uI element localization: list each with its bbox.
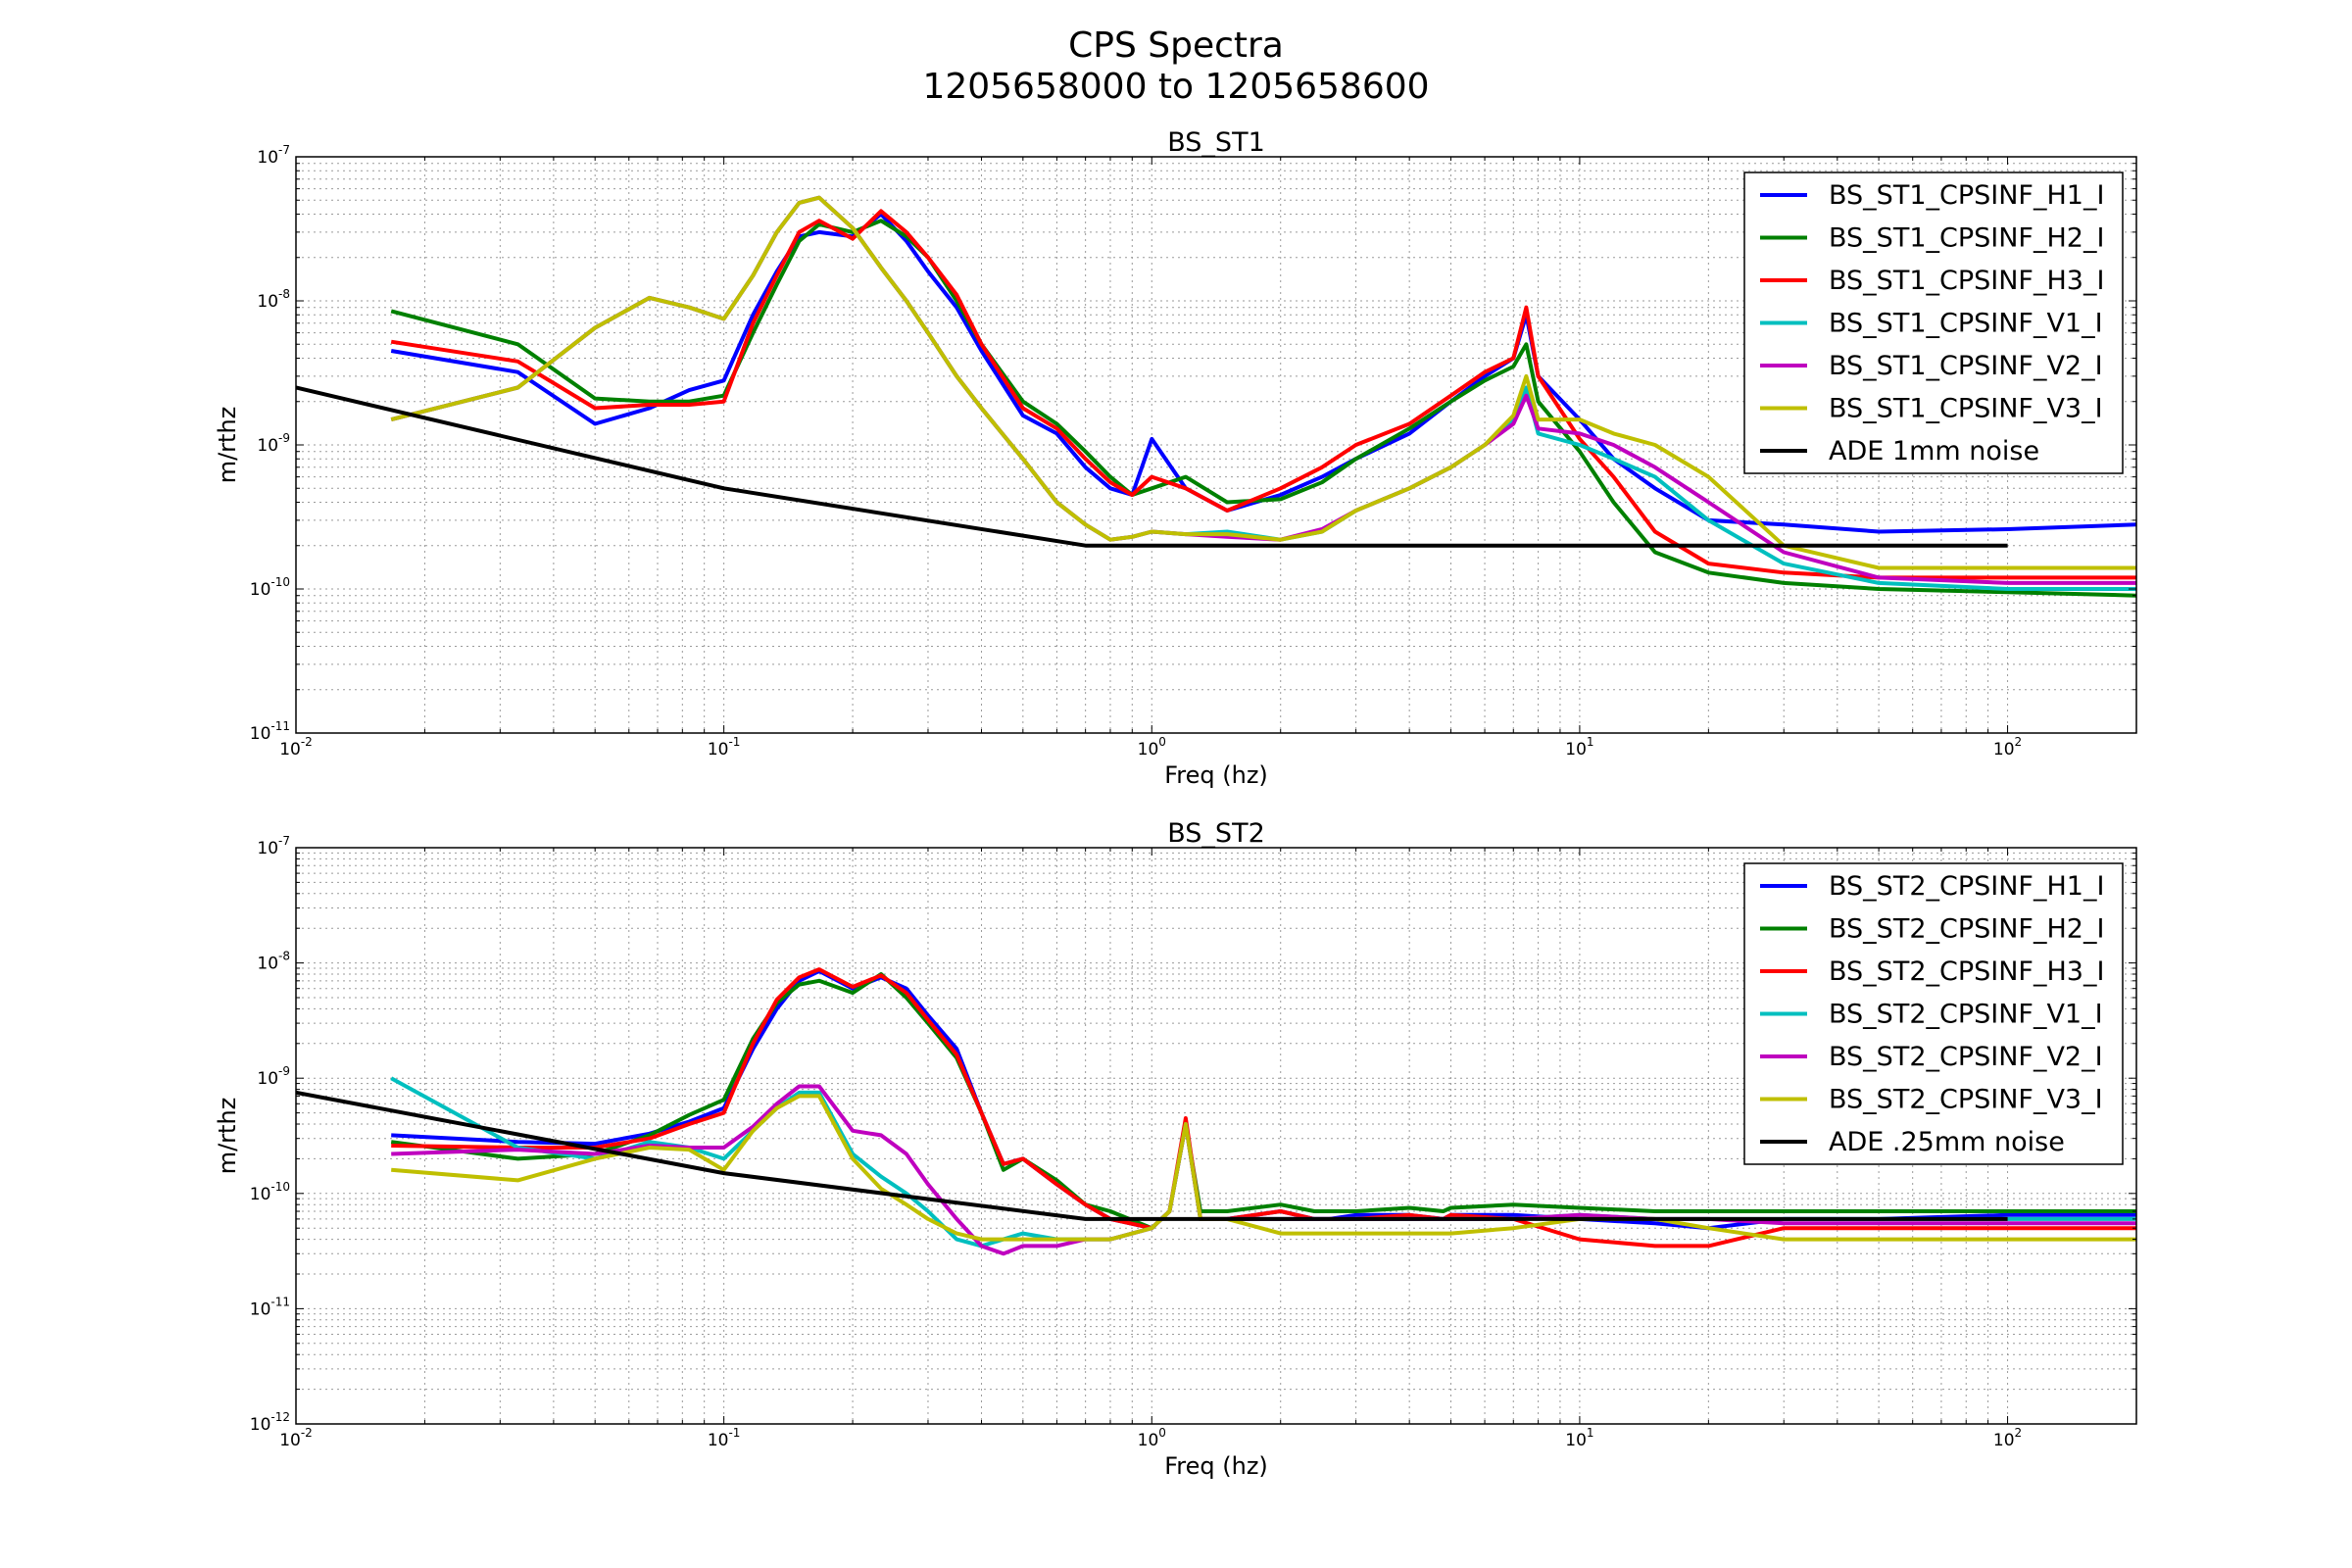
y-tick-label: 10-9 [257,1064,290,1089]
panel-title: BS_ST2 [1167,818,1265,849]
y-tick-label: 10-10 [250,575,290,600]
legend-label: BS_ST2_CPSINF_H3_I [1829,956,2104,987]
x-tick-label: 10-2 [279,1426,313,1450]
panel-title: BS_ST1 [1167,127,1265,158]
legend-label: BS_ST1_CPSINF_H1_I [1829,180,2104,211]
legend-label: BS_ST2_CPSINF_V1_I [1829,1000,2103,1030]
x-tick-label: 10-1 [708,1426,741,1450]
legend-label: ADE .25mm noise [1829,1127,2065,1157]
tick-marks [295,847,2137,1425]
panel-bs-st2: 10-2 10-1 100 101 102 10-12 10-11 10-10 10-9 10-8… [214,818,2137,1480]
legend-box [1743,172,2124,474]
legend-label: BS_ST2_CPSINF_H2_I [1829,914,2104,945]
panel-bs-st1: 10-2 10-1 100 101 102 10-11 10-10 10-9 10-8 10-7 B… [214,127,2137,789]
y-tick-label: 10-8 [257,287,290,312]
x-axis-label: Freq (hz) [1164,761,1268,789]
x-tick-label: 10-2 [279,735,313,760]
legend-label: BS_ST2_CPSINF_V3_I [1829,1085,2103,1115]
tick-marks [295,156,2137,734]
legend-label: BS_ST1_CPSINF_H2_I [1829,223,2104,254]
legend: BS_ST2_CPSINF_H1_I BS_ST2_CPSINF_H2_I BS_S… [1743,862,2124,1165]
figure-title-line-2: 1205658000 to 1205658600 [922,67,1429,107]
axes-frame [295,847,2137,1425]
y-tick-label: 10-7 [257,834,290,858]
x-tick-label: 100 [1138,735,1166,760]
series-group [296,967,2136,1256]
x-axis-label: Freq (hz) [1164,1452,1268,1480]
series-line-bs-st1-cpsinf-v3-i [390,195,2136,570]
legend-label: BS_ST1_CPSINF_V3_I [1829,394,2103,424]
y-tick-label: 10-7 [257,143,290,168]
y-tick-label: 10-9 [257,431,290,456]
legend-label: BS_ST2_CPSINF_H1_I [1829,871,2104,902]
legend-label: BS_ST1_CPSINF_H3_I [1829,266,2104,296]
figure-title-line-1: CPS Spectra [1068,25,1284,66]
x-tick-label: 102 [1993,735,2022,760]
legend: BS_ST1_CPSINF_H1_I BS_ST1_CPSINF_H2_I BS_S… [1743,172,2124,474]
legend-label: BS_ST1_CPSINF_V2_I [1829,351,2103,381]
x-tick-label: 10-1 [708,735,741,760]
y-axis-label: m/rthz [214,1098,241,1175]
series-group [296,195,2136,598]
y-tick-label: 10-12 [250,1410,290,1435]
y-tick-label: 10-8 [257,950,290,974]
series-line-ade-1mm-noise [296,385,2008,548]
series-line-bs-st2-cpsinf-v3-i [391,1094,2136,1242]
legend-box [1743,862,2124,1165]
series-line-ade-25mm-noise [296,1090,2008,1221]
x-tick-label: 102 [1993,1426,2022,1450]
y-tick-label: 10-10 [250,1180,290,1204]
x-tick-label: 100 [1138,1426,1166,1450]
y-tick-label: 10-11 [250,1295,290,1319]
y-tick-label: 10-11 [250,719,290,744]
legend-label: BS_ST2_CPSINF_V2_I [1829,1042,2103,1072]
x-tick-label: 101 [1565,1426,1593,1450]
y-axis-label: m/rthz [214,407,241,484]
legend-label: ADE 1mm noise [1829,436,2039,466]
legend-label: BS_ST1_CPSINF_V1_I [1829,309,2103,339]
x-tick-label: 101 [1565,735,1593,760]
grid-lines [295,847,2137,1425]
